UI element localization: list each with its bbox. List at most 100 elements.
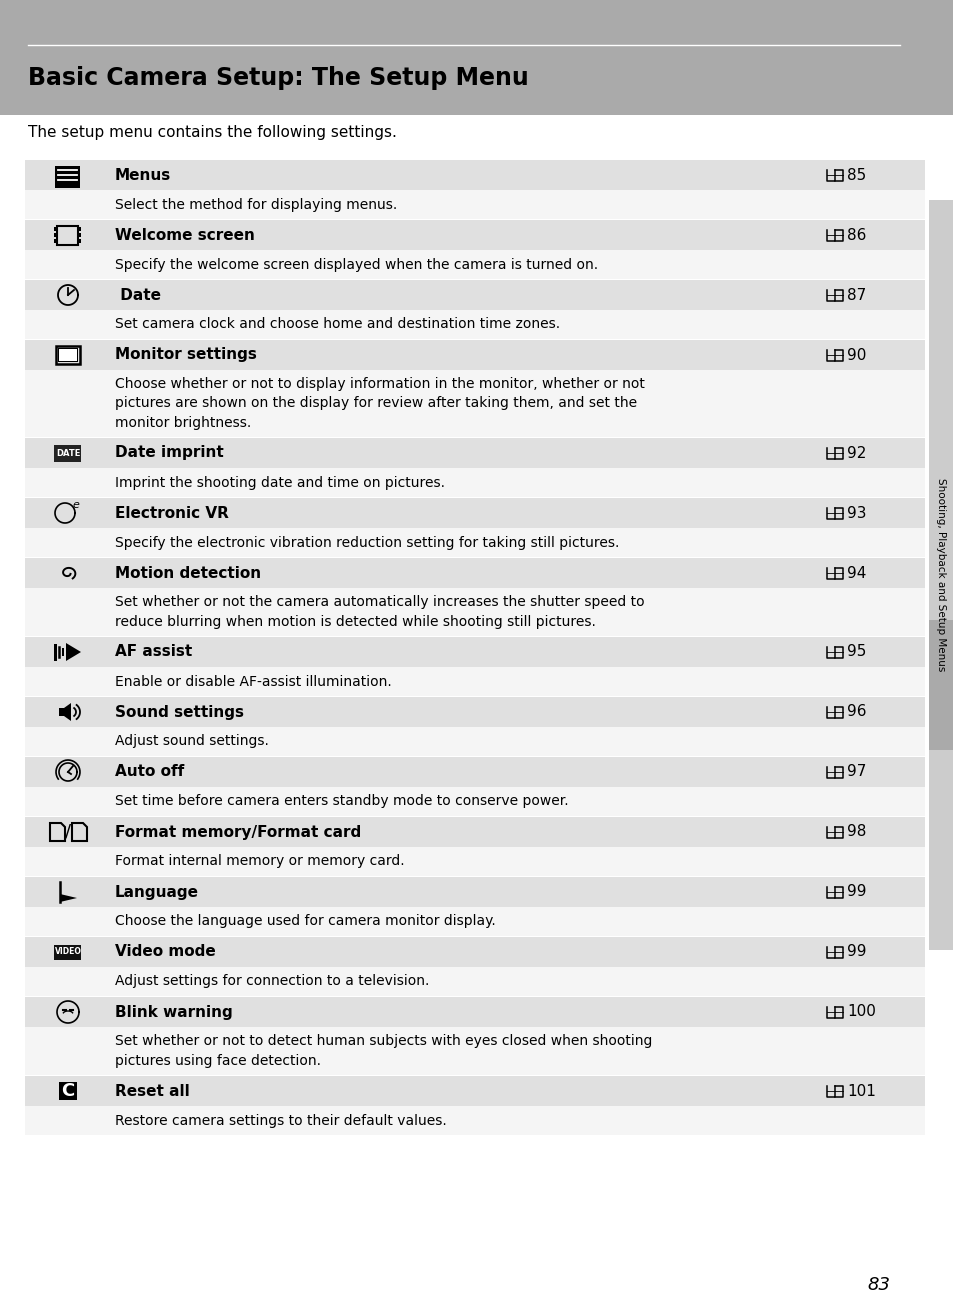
Bar <box>25 907 924 936</box>
Text: Format memory/Format card: Format memory/Format card <box>115 824 361 840</box>
Text: 100: 100 <box>846 1004 875 1020</box>
Bar <box>25 371 924 438</box>
Text: 98: 98 <box>846 824 865 840</box>
Bar <box>25 310 924 339</box>
Bar <box>25 876 924 907</box>
Text: Format internal memory or memory card.: Format internal memory or memory card. <box>115 854 404 869</box>
Bar <box>25 1106 924 1135</box>
Bar <box>25 757 924 787</box>
Bar <box>25 468 924 497</box>
Text: Menus: Menus <box>115 167 172 183</box>
Text: Monitor settings: Monitor settings <box>115 347 256 363</box>
Bar <box>54 945 81 959</box>
Bar <box>54 233 57 237</box>
Text: DATE: DATE <box>56 448 80 457</box>
Bar <box>25 160 924 191</box>
Bar <box>928 620 953 750</box>
Text: 99: 99 <box>846 945 865 959</box>
Bar <box>25 280 924 310</box>
Text: Restore camera settings to their default values.: Restore camera settings to their default… <box>115 1113 446 1127</box>
Text: C: C <box>61 1081 74 1100</box>
Text: Set camera clock and choose home and destination time zones.: Set camera clock and choose home and des… <box>115 318 559 331</box>
Text: Date imprint: Date imprint <box>115 445 224 460</box>
Bar <box>25 637 924 668</box>
Bar <box>25 937 924 967</box>
Text: Date: Date <box>115 288 161 302</box>
Text: Set whether or not the camera automatically increases the shutter speed to
reduc: Set whether or not the camera automatica… <box>115 595 644 629</box>
Text: Sound settings: Sound settings <box>115 704 244 720</box>
Bar <box>25 558 924 587</box>
Bar <box>59 1081 77 1100</box>
Bar <box>55 184 80 188</box>
Text: Specify the electronic vibration reduction setting for taking still pictures.: Specify the electronic vibration reducti… <box>115 536 618 549</box>
Bar <box>56 346 80 364</box>
Text: 97: 97 <box>846 765 865 779</box>
Text: e: e <box>72 501 79 510</box>
Text: 94: 94 <box>846 565 865 581</box>
Text: AF assist: AF assist <box>115 644 193 660</box>
Bar <box>25 587 924 636</box>
Text: Welcome screen: Welcome screen <box>115 227 254 243</box>
Bar <box>25 250 924 279</box>
Text: Imprint the shooting date and time on pictures.: Imprint the shooting date and time on pi… <box>115 476 444 490</box>
Bar <box>25 528 924 557</box>
Text: Choose the language used for camera monitor display.: Choose the language used for camera moni… <box>115 915 496 929</box>
Bar <box>55 166 80 184</box>
Bar <box>25 727 924 756</box>
Bar <box>25 191 924 219</box>
Bar <box>25 817 924 848</box>
Bar <box>25 787 924 816</box>
Bar <box>25 219 924 250</box>
Text: 92: 92 <box>846 445 865 460</box>
Text: Auto off: Auto off <box>115 765 184 779</box>
Text: Set time before camera enters standby mode to conserve power.: Set time before camera enters standby mo… <box>115 795 568 808</box>
Text: Video mode: Video mode <box>115 945 215 959</box>
Bar <box>0 0 953 116</box>
Bar <box>25 668 924 696</box>
Bar <box>58 348 78 361</box>
Bar <box>54 444 81 461</box>
Text: 93: 93 <box>846 506 865 520</box>
Bar <box>25 1028 924 1075</box>
Text: Adjust settings for connection to a television.: Adjust settings for connection to a tele… <box>115 975 429 988</box>
Bar <box>25 696 924 727</box>
Text: Specify the welcome screen displayed when the camera is turned on.: Specify the welcome screen displayed whe… <box>115 258 598 272</box>
Bar <box>54 227 57 231</box>
Text: Shooting, Playback and Setup Menus: Shooting, Playback and Setup Menus <box>935 478 945 671</box>
Text: Adjust sound settings.: Adjust sound settings. <box>115 735 269 749</box>
Text: Basic Camera Setup: The Setup Menu: Basic Camera Setup: The Setup Menu <box>28 66 528 89</box>
Text: 95: 95 <box>846 644 865 660</box>
Bar <box>78 233 81 237</box>
Bar <box>25 498 924 528</box>
Text: 101: 101 <box>846 1084 875 1099</box>
Bar <box>57 226 78 244</box>
Bar <box>25 1076 924 1106</box>
Polygon shape <box>59 703 71 721</box>
Text: VIDEO: VIDEO <box>54 947 81 957</box>
Text: 99: 99 <box>846 884 865 900</box>
Text: Motion detection: Motion detection <box>115 565 261 581</box>
Bar <box>25 997 924 1028</box>
Bar <box>54 239 57 243</box>
Text: Choose whether or not to display information in the monitor, whether or not
pict: Choose whether or not to display informa… <box>115 377 644 430</box>
Text: 90: 90 <box>846 347 865 363</box>
Text: 96: 96 <box>846 704 865 720</box>
Bar <box>928 200 953 950</box>
Text: 83: 83 <box>866 1276 889 1294</box>
Text: 86: 86 <box>846 227 865 243</box>
Text: 85: 85 <box>846 167 865 183</box>
Bar <box>25 848 924 876</box>
Text: Blink warning: Blink warning <box>115 1004 233 1020</box>
Text: 87: 87 <box>846 288 865 302</box>
Bar <box>59 350 77 361</box>
Text: Language: Language <box>115 884 199 900</box>
Polygon shape <box>66 643 81 661</box>
Polygon shape <box>60 894 77 901</box>
Bar <box>78 239 81 243</box>
Text: Set whether or not to detect human subjects with eyes closed when shooting
pictu: Set whether or not to detect human subje… <box>115 1034 652 1068</box>
Text: Reset all: Reset all <box>115 1084 190 1099</box>
Text: Select the method for displaying menus.: Select the method for displaying menus. <box>115 197 396 212</box>
Text: Electronic VR: Electronic VR <box>115 506 229 520</box>
Bar <box>25 340 924 371</box>
Bar <box>25 967 924 996</box>
